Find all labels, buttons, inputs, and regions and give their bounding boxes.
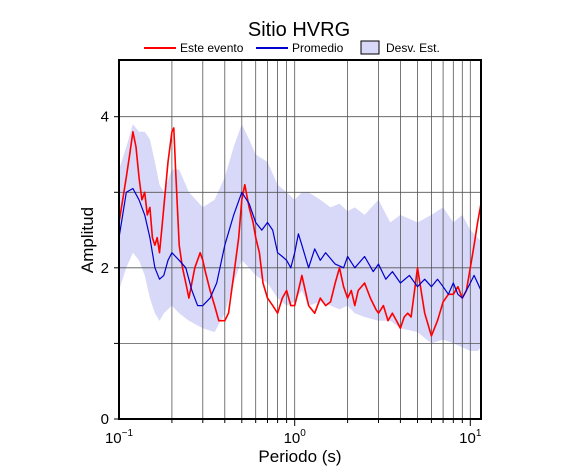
- x-tick-label: 100: [284, 428, 307, 447]
- x-tick-label: 101: [459, 428, 482, 447]
- y-tick-label: 2: [101, 260, 109, 277]
- legend-label-promedio: Promedio: [292, 41, 344, 55]
- y-tick-label: 0: [101, 411, 109, 428]
- legend-swatch-desv-est: [360, 40, 380, 55]
- grid-layer: [119, 60, 481, 419]
- y-tick-label: 4: [101, 109, 109, 126]
- axis-layer: 10−1 100 101 0 2 4: [101, 109, 482, 447]
- series-layer: [119, 127, 481, 337]
- series-line-promedio: [119, 187, 481, 307]
- y-axis-title: Amplitud: [78, 207, 97, 273]
- x-axis-title: Periodo (s): [258, 447, 341, 466]
- legend-label-este-evento: Este evento: [180, 41, 244, 55]
- legend: Este evento Promedio Desv. Est.: [144, 40, 440, 55]
- x-tick-label: 10−1: [105, 428, 134, 447]
- plot-frame: [118, 59, 482, 420]
- series-line-este-evento: [119, 127, 481, 337]
- chart-title: Sitio HVRG: [248, 19, 350, 41]
- legend-label-desv-est: Desv. Est.: [386, 41, 440, 55]
